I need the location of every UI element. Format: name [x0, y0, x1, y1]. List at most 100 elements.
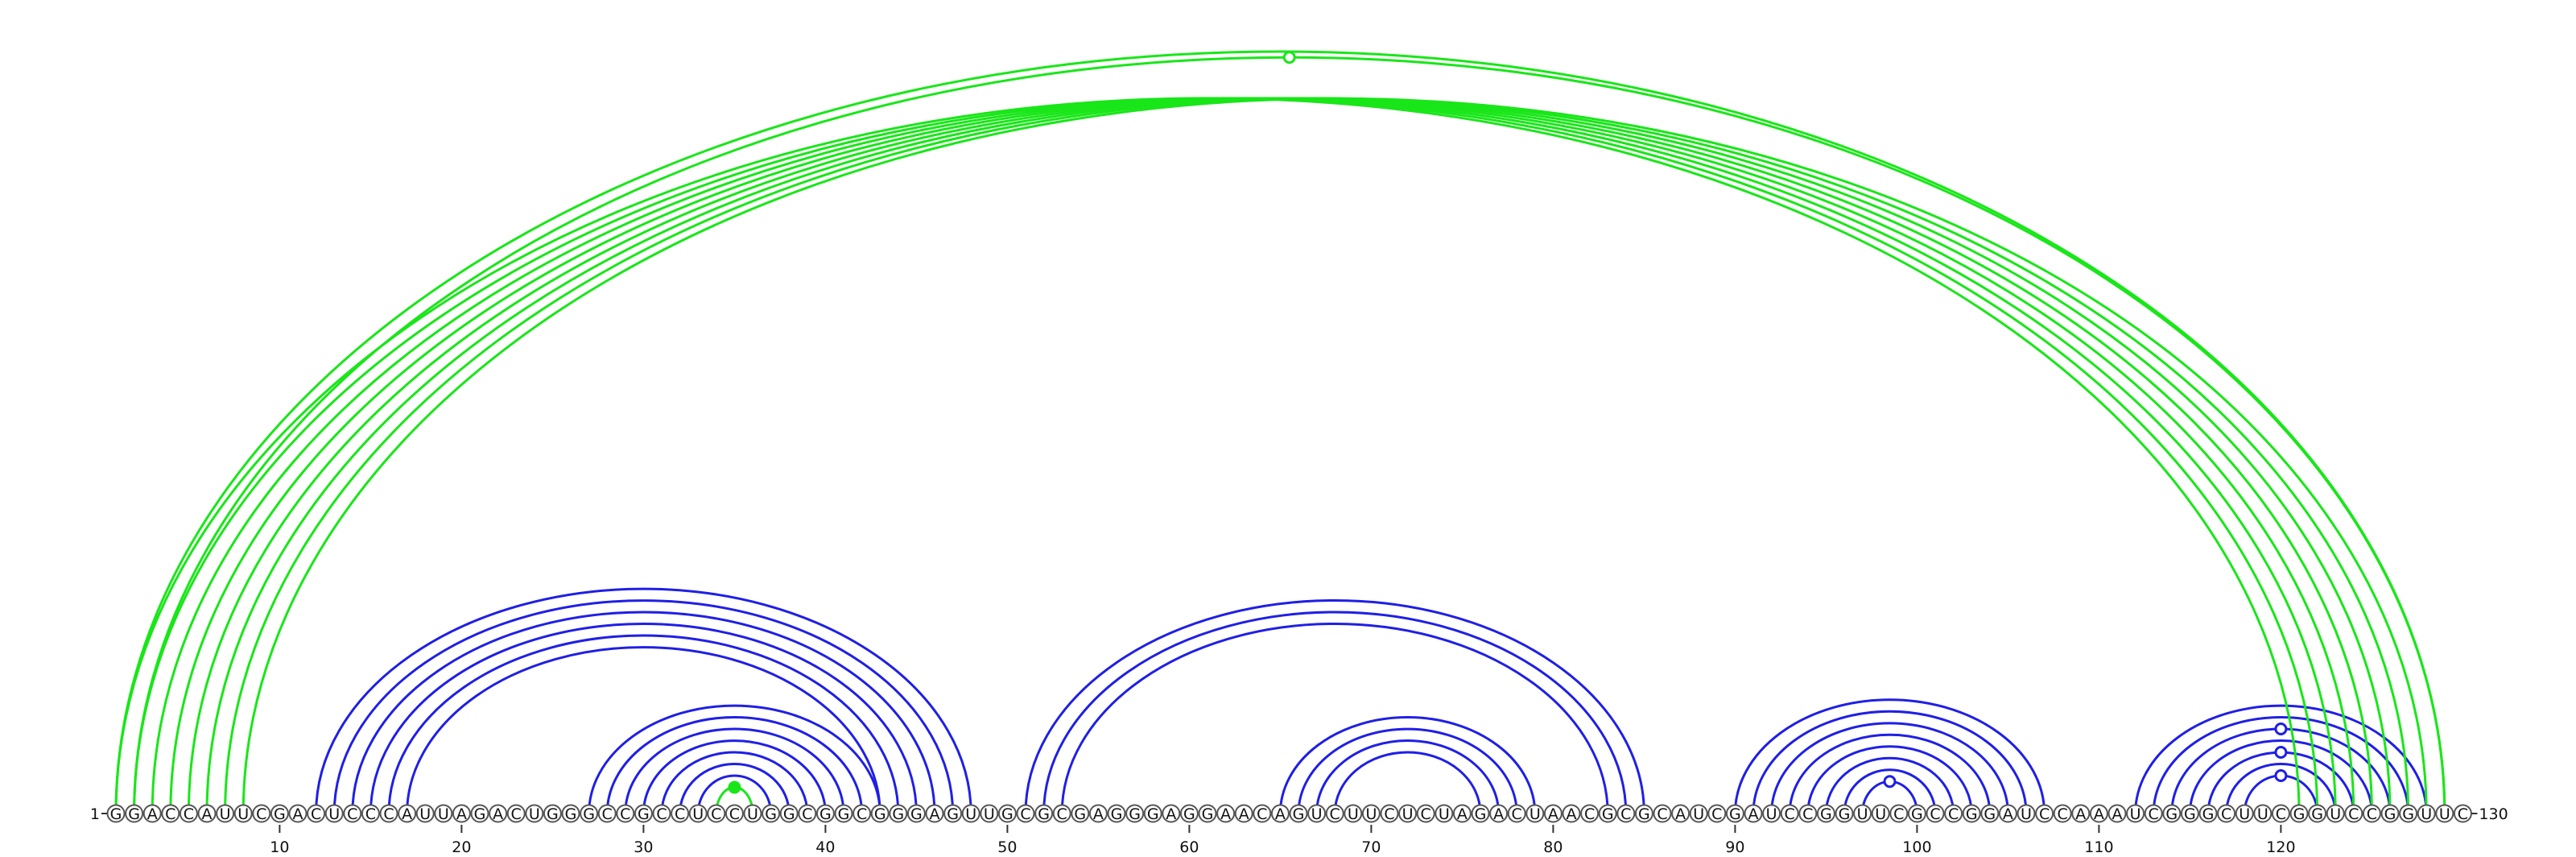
nucleotide-letter: A: [2003, 805, 2013, 823]
nucleotide: C: [1580, 804, 1600, 823]
nucleotide-circle: [1325, 804, 1344, 823]
tick-label-110: 110: [2084, 838, 2113, 856]
nucleotide-letter: C: [711, 805, 721, 823]
nucleotide-circle: [2217, 804, 2236, 823]
nucleotide-circle: [997, 804, 1017, 823]
nucleotide-circle: [1689, 804, 1708, 823]
tick-label-60: 60: [1179, 838, 1199, 856]
nucleotide-letter: A: [1275, 805, 1286, 823]
nucleotide-letter: C: [511, 805, 522, 823]
nucleotide-letter: C: [1020, 805, 1030, 823]
nucleotide-circle: [1435, 804, 1454, 823]
nucleotide-circle: [1125, 804, 1145, 823]
nucleotide-letter: G: [2165, 805, 2178, 823]
nucleotide-circle: [2271, 804, 2290, 823]
nucleotide-letter: U: [984, 805, 995, 823]
nucleotide: G: [1071, 804, 1090, 823]
nucleotide-circle: [2071, 804, 2091, 823]
nucleotide: G: [1143, 804, 1162, 823]
nucleotide-letter: A: [1220, 805, 1231, 823]
nucleotide: A: [1998, 804, 2017, 823]
nucleotide: A: [1489, 804, 1509, 823]
nucleotide: C: [1016, 804, 1035, 823]
noncanonical-marker-2-129: [1282, 51, 1296, 64]
nucleotide: U: [1525, 804, 1545, 823]
nucleotide-letter: U: [1857, 805, 1868, 823]
nucleotide-letter: U: [1348, 805, 1359, 823]
nucleotide-circle: [1361, 804, 1381, 823]
sequence-start-label: 1: [90, 805, 100, 823]
nucleotide-letter: U: [965, 805, 976, 823]
tick-label-100: 100: [1902, 838, 1931, 856]
nucleotide-circle: [415, 804, 435, 823]
nucleotide: A: [1216, 804, 1236, 823]
position-axis: 10 20 30 40 50 60 70 80 90 100 110 120: [101, 813, 2478, 856]
nucleotide: G: [815, 804, 835, 823]
nucleotide-circle: [652, 804, 671, 823]
nucleotide: G: [561, 804, 580, 823]
base-pair-arc-17-43: [406, 646, 881, 814]
nucleotide-letter: U: [419, 805, 431, 823]
tick-label-30: 30: [634, 838, 653, 856]
nucleotide: U: [216, 804, 235, 823]
nucleotide-letter: G: [783, 805, 795, 823]
tick-label-40: 40: [815, 838, 835, 856]
nucleotide: U: [434, 804, 453, 823]
nucleotide: A: [1671, 804, 1690, 823]
nucleotide-letter: C: [1802, 805, 1813, 823]
nucleotide-letter: G: [1183, 805, 1195, 823]
nucleotide-letter: G: [474, 805, 486, 823]
nucleotide-letter: C: [2039, 805, 2050, 823]
nucleotide-letter: A: [202, 805, 213, 823]
base-pair-arcs: [114, 50, 2446, 814]
noncanonical-marker-114-126: [2274, 722, 2288, 735]
nucleotide-circle: [2107, 804, 2127, 823]
nucleotide-circle: [1744, 804, 1763, 823]
nucleotide-letter: U: [2130, 805, 2141, 823]
nucleotide-letter: C: [1057, 805, 1067, 823]
nucleotide-letter: A: [2075, 805, 2086, 823]
nucleotide: U: [980, 804, 999, 823]
nucleotide-letter: U: [2421, 805, 2432, 823]
nucleotide: C: [671, 804, 690, 823]
nucleotide-circle: [179, 804, 198, 823]
noncanonical-marker-34-36: [728, 780, 741, 794]
nucleotide-circle: [398, 804, 417, 823]
nucleotide-circle: [233, 804, 253, 823]
nucleotide-circle: [1653, 804, 1672, 823]
base-pair-arc-28-42: [605, 716, 864, 814]
nucleotide: C: [179, 804, 198, 823]
nucleotide-circle: [1725, 804, 1744, 823]
nucleotide-letter: C: [1421, 805, 1431, 823]
nucleotide: A: [142, 804, 162, 823]
nucleotide-circle: [2144, 804, 2163, 823]
nucleotide: U: [1398, 804, 1418, 823]
nucleotide-circle: [2126, 804, 2145, 823]
noncanonical-marker-116-124: [2274, 746, 2288, 759]
nucleotide-letter: U: [1402, 805, 1414, 823]
nucleotide: C: [1253, 804, 1272, 823]
nucleotide: C: [1707, 804, 1727, 823]
tick-label-70: 70: [1361, 838, 1381, 856]
nucleotide-circle: [525, 804, 544, 823]
nucleotide-letter: G: [2384, 805, 2396, 823]
nucleotide: G: [906, 804, 926, 823]
nucleotide: U: [525, 804, 544, 823]
nucleotide-circle: [2362, 804, 2381, 823]
nucleotide: U: [324, 804, 344, 823]
nucleotide-circle: [870, 804, 890, 823]
nucleotide-circle: [2198, 804, 2218, 823]
nucleotide-letter: U: [1766, 805, 1777, 823]
nucleotide-letter: U: [1365, 805, 1377, 823]
nucleotide-circle: [1307, 804, 1327, 823]
nucleotide-circle: [1016, 804, 1035, 823]
nucleotide: C: [1416, 804, 1435, 823]
nucleotide: G: [470, 804, 489, 823]
nucleotide: U: [1762, 804, 1781, 823]
nucleotide-letter: C: [311, 805, 321, 823]
nucleotide: U: [1435, 804, 1454, 823]
nucleotide-circle: [470, 804, 489, 823]
nucleotide-circle: [142, 804, 162, 823]
nucleotide: C: [707, 804, 726, 823]
nucleotide: G: [1034, 804, 1054, 823]
